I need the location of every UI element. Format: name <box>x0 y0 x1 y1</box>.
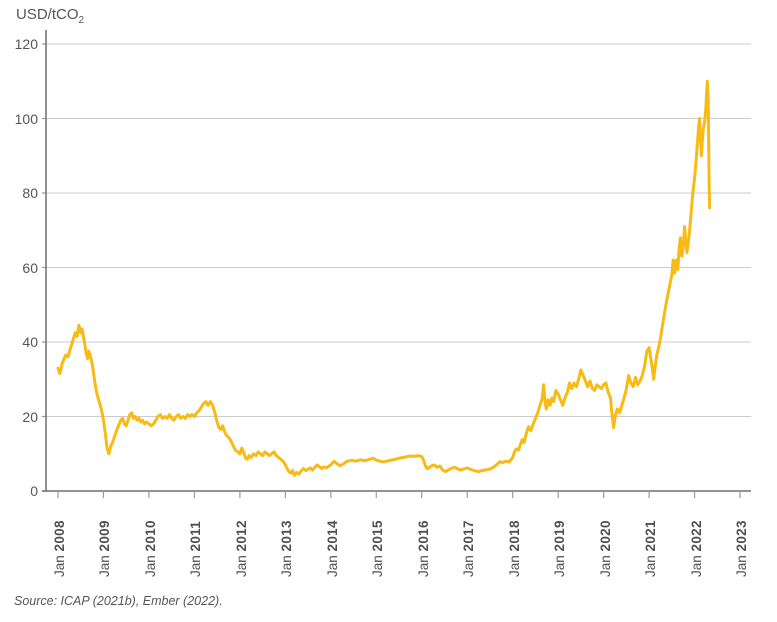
price-line <box>56 79 712 477</box>
x-tick-year: 2011 <box>188 520 204 552</box>
x-tick-label: Jan 2021 <box>643 520 658 577</box>
x-tick-month: Jan <box>52 551 67 577</box>
x-tick-month: Jan <box>324 551 340 577</box>
x-tick-label: Jan 2013 <box>279 520 294 577</box>
y-axis-title-text: USD/tCO <box>16 6 79 23</box>
x-tick-month: Jan <box>461 551 477 577</box>
x-tick-year: 2015 <box>370 520 386 552</box>
x-tick-month: Jan <box>734 551 750 577</box>
x-tick-month: Jan <box>597 551 613 577</box>
source-note: Source: ICAP (2021b), Ember (2022). <box>14 594 223 608</box>
y-axis-title: USD/tCO2 <box>16 6 84 26</box>
x-tick-year: 2018 <box>506 520 522 552</box>
x-tick-label: Jan 2014 <box>325 520 340 577</box>
x-tick-label: Jan 2015 <box>370 520 385 577</box>
x-tick-year: 2008 <box>52 520 67 552</box>
x-tick-year: 2023 <box>734 520 750 552</box>
x-tick-year: 2022 <box>688 520 704 552</box>
x-tick-label: Jan 2022 <box>689 520 704 577</box>
x-tick-month: Jan <box>688 551 704 577</box>
x-tick-month: Jan <box>279 551 295 577</box>
x-tick-label: Jan 2019 <box>552 520 567 577</box>
x-tick-month: Jan <box>370 551 386 577</box>
x-tick-month: Jan <box>188 551 204 577</box>
x-tick-month: Jan <box>552 551 568 577</box>
x-tick-label: Jan 2023 <box>734 520 749 577</box>
y-tick-label: 80 <box>22 185 38 201</box>
x-tick-label: Jan 2010 <box>143 520 158 577</box>
y-tick-label: 100 <box>14 110 38 127</box>
y-axis-title-subscript: 2 <box>78 15 85 26</box>
x-tick-month: Jan <box>643 551 659 577</box>
x-tick-label: Jan 2016 <box>416 520 431 577</box>
x-tick-year: 2010 <box>142 520 158 552</box>
x-tick-year: 2014 <box>324 520 340 552</box>
y-tick-label: 120 <box>14 36 38 52</box>
x-tick-month: Jan <box>142 551 158 577</box>
x-tick-label: Jan 2011 <box>188 521 203 577</box>
x-tick-month: Jan <box>506 551 522 577</box>
x-tick-year: 2016 <box>415 520 431 552</box>
x-tick-label: Jan 2009 <box>97 520 112 577</box>
x-tick-year: 2019 <box>552 520 568 552</box>
y-tick-label: 20 <box>22 408 38 425</box>
y-tick-label: 0 <box>30 483 38 499</box>
x-tick-month: Jan <box>97 551 113 577</box>
y-tick-label: 40 <box>22 334 38 350</box>
x-tick-year: 2021 <box>643 520 659 552</box>
x-tick-year: 2012 <box>233 520 249 552</box>
x-tick-label: Jan 2018 <box>507 520 522 577</box>
x-tick-year: 2020 <box>597 520 613 552</box>
x-tick-month: Jan <box>415 551 431 577</box>
x-tick-label: Jan 2012 <box>234 520 249 577</box>
y-tick-label: 60 <box>22 259 38 276</box>
x-tick-label: Jan 2020 <box>598 520 613 577</box>
x-tick-month: Jan <box>233 551 249 577</box>
x-tick-year: 2009 <box>97 520 113 552</box>
x-tick-label: Jan 2017 <box>461 520 476 577</box>
x-tick-label: Jan 2008 <box>52 520 67 577</box>
x-tick-year: 2017 <box>461 520 477 552</box>
x-tick-year: 2013 <box>279 520 295 552</box>
